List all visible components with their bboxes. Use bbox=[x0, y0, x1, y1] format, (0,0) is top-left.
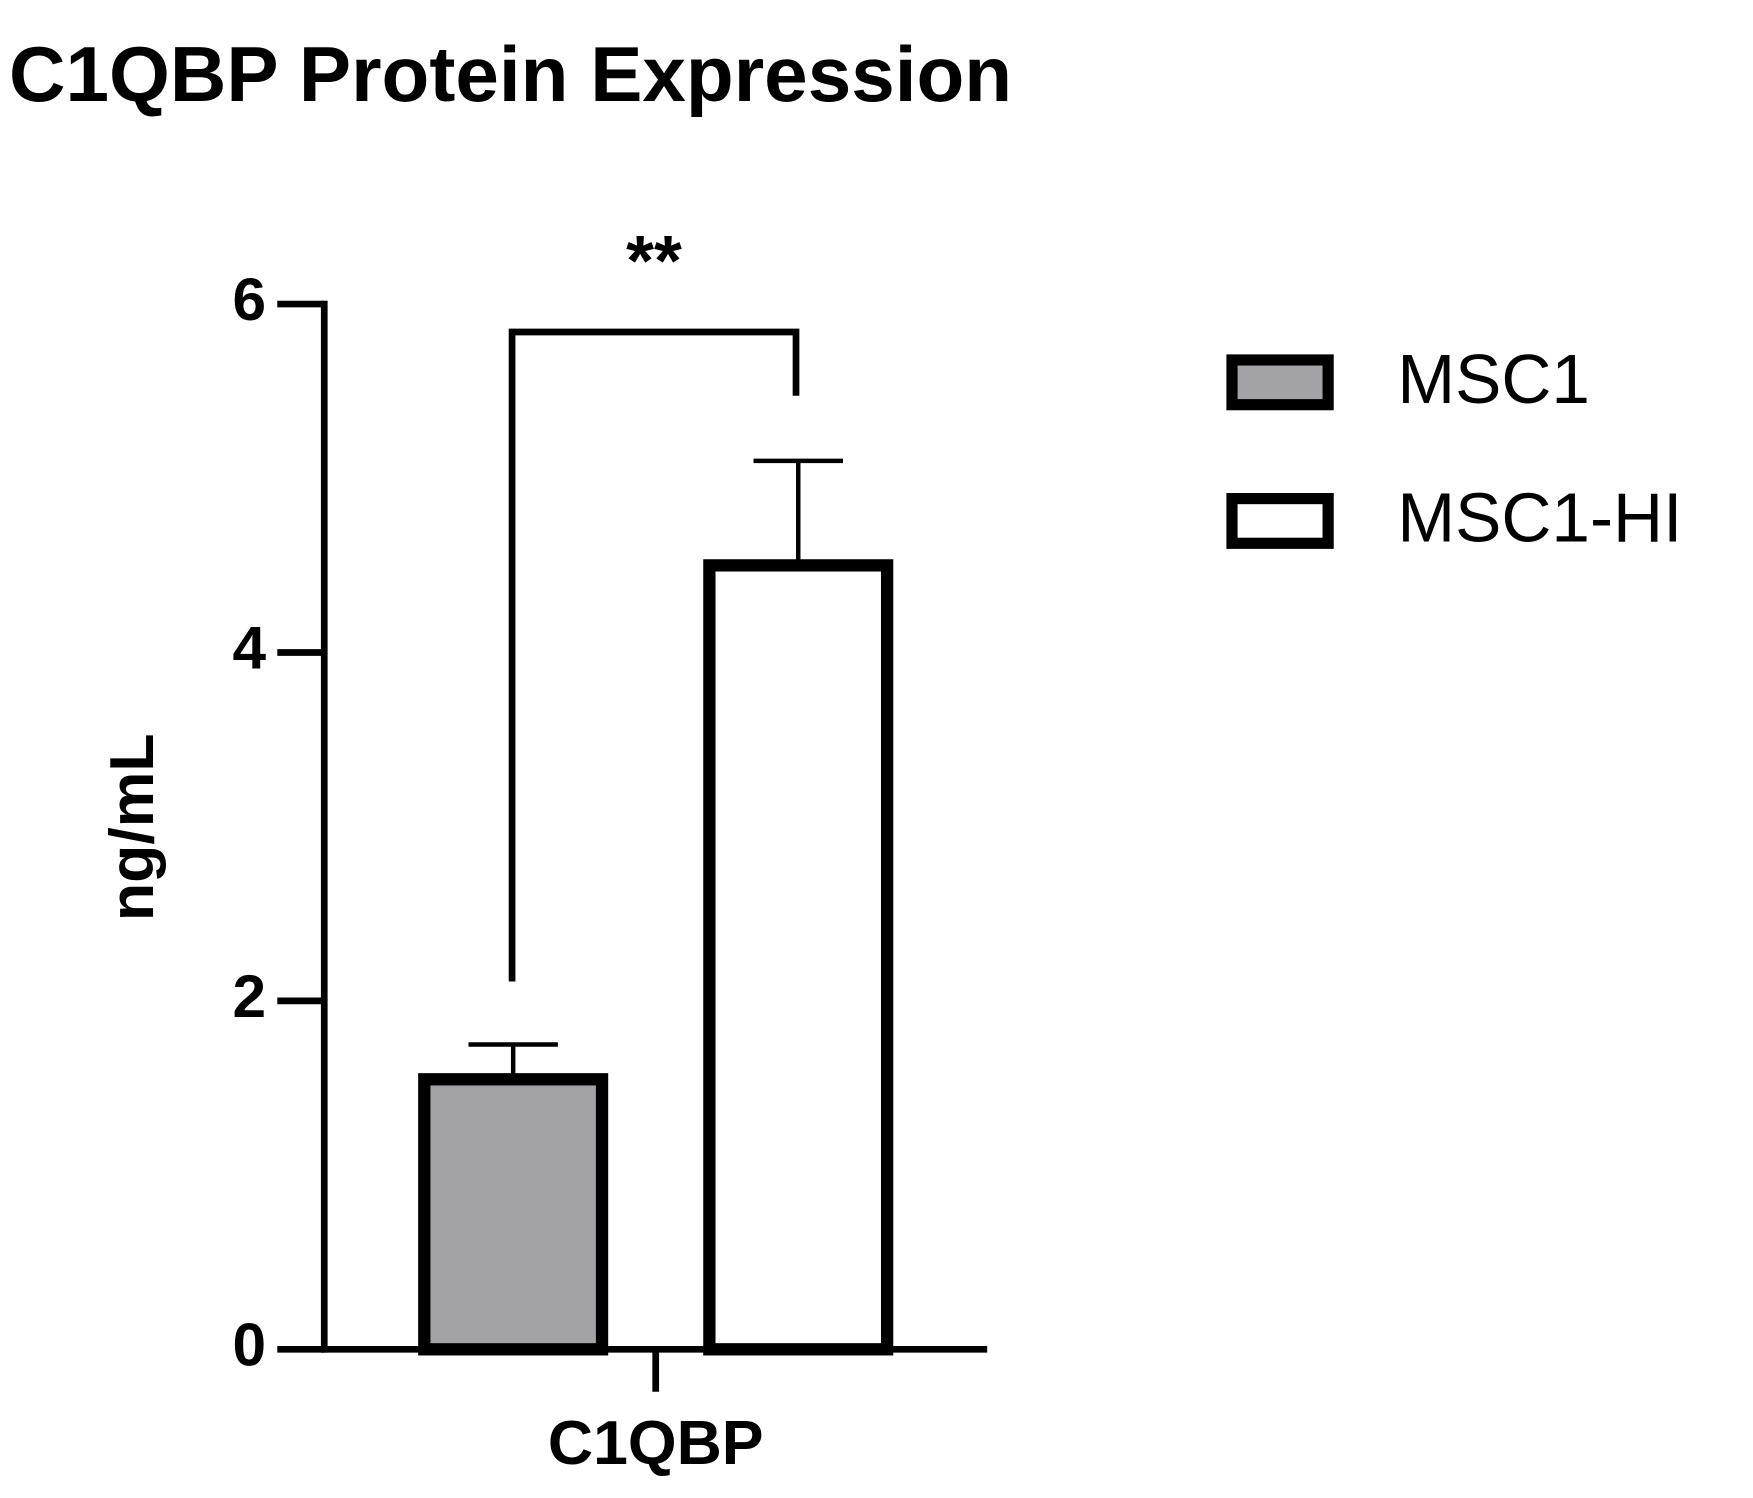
significance-bracket bbox=[508, 328, 800, 982]
x-tick-label: C1QBP bbox=[548, 1408, 764, 1478]
legend-label: MSC1 bbox=[1397, 340, 1590, 418]
chart-title: C1QBP Protein Expression bbox=[9, 30, 1012, 118]
bar bbox=[703, 559, 894, 1356]
legend-label: MSC1-HI bbox=[1397, 478, 1682, 556]
legend-swatch bbox=[1226, 492, 1334, 549]
y-tick-label: 0 bbox=[233, 1310, 267, 1378]
y-tick-label: 4 bbox=[233, 613, 267, 681]
legend-swatch bbox=[1226, 354, 1334, 411]
significance: ** bbox=[626, 221, 682, 301]
y-tick-label: 6 bbox=[233, 265, 267, 333]
y-axis-label: ng/mL bbox=[97, 733, 167, 921]
y-tick-label: 2 bbox=[233, 962, 267, 1030]
bar bbox=[418, 1073, 609, 1356]
